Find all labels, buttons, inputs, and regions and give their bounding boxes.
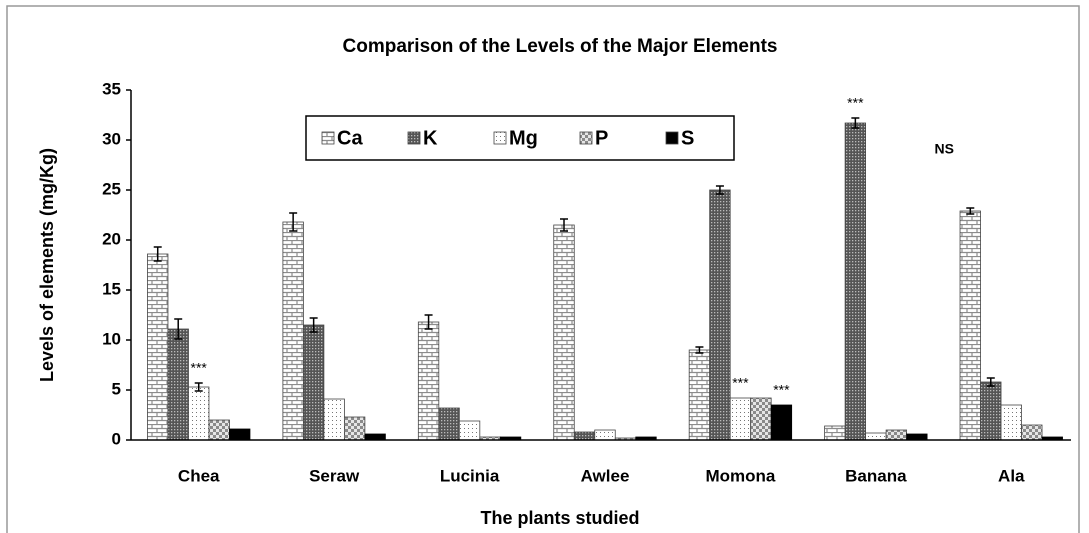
error-bar (153, 246, 162, 262)
bar (302, 324, 325, 441)
bar (438, 407, 460, 441)
bar (709, 189, 731, 441)
bar (1021, 424, 1043, 441)
annotation: *** (773, 382, 790, 398)
bar (167, 328, 189, 441)
bar (417, 321, 440, 441)
legend-box (305, 115, 735, 161)
bar (824, 425, 846, 441)
chart-title: Comparison of the Levels of the Major El… (343, 36, 778, 57)
y-tick-label: 35 (102, 79, 121, 98)
annotation: *** (732, 375, 749, 391)
bar (906, 433, 928, 441)
annotation: *** (847, 95, 864, 111)
bar (458, 420, 481, 441)
x-axis-label: The plants studied (480, 508, 639, 528)
bar (573, 431, 596, 441)
bar (208, 419, 230, 441)
legend-label: K (423, 127, 438, 149)
y-tick-label: 20 (102, 229, 121, 248)
y-tick-label: 25 (102, 179, 121, 198)
bar (885, 429, 908, 441)
y-tick-label: 30 (102, 129, 121, 148)
error-bar (174, 318, 183, 340)
bar (959, 210, 981, 441)
legend-swatch (579, 131, 593, 145)
legend-label: Ca (337, 127, 363, 149)
bar (770, 404, 793, 441)
bar (188, 386, 210, 441)
bar (282, 221, 304, 441)
bar (750, 397, 772, 441)
x-tick-label: Awlee (581, 466, 630, 485)
x-tick-label: Momona (705, 466, 775, 485)
error-bar (695, 346, 704, 354)
annotation: *** (191, 360, 208, 376)
x-tick-label: Lucinia (440, 466, 500, 485)
error-bar (966, 207, 975, 215)
y-tick-label: 5 (112, 379, 121, 398)
bar (865, 432, 887, 441)
error-bar (986, 377, 995, 387)
bar (553, 224, 575, 441)
error-bar (194, 382, 203, 392)
bar (844, 122, 867, 441)
frame (6, 5, 1080, 533)
error-bar (309, 317, 318, 333)
y-tick-label: 15 (102, 279, 121, 298)
legend-swatch (321, 131, 335, 145)
bar (364, 433, 386, 441)
y-tick-label: 10 (102, 329, 121, 348)
bar (594, 429, 616, 441)
error-bar (424, 314, 433, 330)
error-bar (851, 117, 860, 129)
x-tick-label: Seraw (309, 466, 360, 485)
legend-swatch (493, 131, 507, 145)
legend-swatch (665, 131, 679, 145)
x-tick-label: Chea (178, 466, 220, 485)
bar (1000, 404, 1022, 441)
bar (229, 428, 251, 441)
y-axis-label: Levels of elements (mg/Kg) (37, 148, 57, 382)
x-tick-label: Ala (998, 466, 1025, 485)
bar (980, 381, 1002, 441)
bar (147, 253, 169, 441)
legend-swatch (407, 131, 421, 145)
x-tick-label: Banana (845, 466, 907, 485)
y-tick-label: 0 (112, 429, 121, 448)
error-bar (715, 185, 724, 195)
bar (729, 397, 752, 441)
bar (688, 349, 711, 441)
legend-label: P (595, 127, 608, 149)
error-bar (560, 218, 568, 232)
annotation: NS (935, 141, 954, 157)
bar (323, 398, 345, 441)
legend-label: Mg (509, 127, 538, 149)
bar (343, 416, 366, 441)
error-bar (289, 212, 298, 232)
legend-label: S (681, 127, 694, 149)
